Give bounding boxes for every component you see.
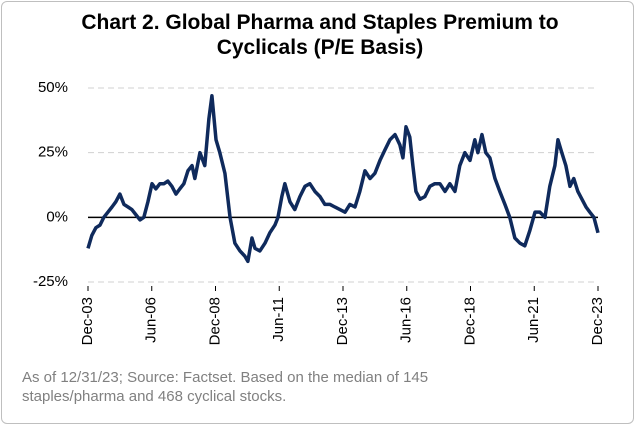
x-tick-label: Dec-03 — [79, 297, 96, 345]
x-tick-label: Dec-23 — [589, 297, 606, 345]
x-tick-label: Jun-06 — [143, 297, 160, 343]
data-line — [86, 94, 600, 264]
x-tick-label: Dec-18 — [461, 297, 478, 345]
chart-title: Chart 2. Global Pharma and Staples Premi… — [81, 11, 559, 59]
x-tick-label: Dec-13 — [334, 297, 351, 345]
y-tick-label: -25% — [33, 273, 68, 290]
y-tick-label: 25% — [38, 144, 68, 161]
x-tick-label: Jun-16 — [398, 297, 415, 343]
x-tick-label: Jun-21 — [525, 297, 542, 343]
source-note: As of 12/31/23; Source: Factset. Based o… — [22, 369, 429, 405]
x-tick-label: Jun-11 — [270, 297, 287, 342]
x-tick-label: Dec-08 — [206, 297, 223, 345]
y-tick-label: 50% — [38, 79, 68, 96]
y-tick-label: 0% — [46, 208, 68, 225]
